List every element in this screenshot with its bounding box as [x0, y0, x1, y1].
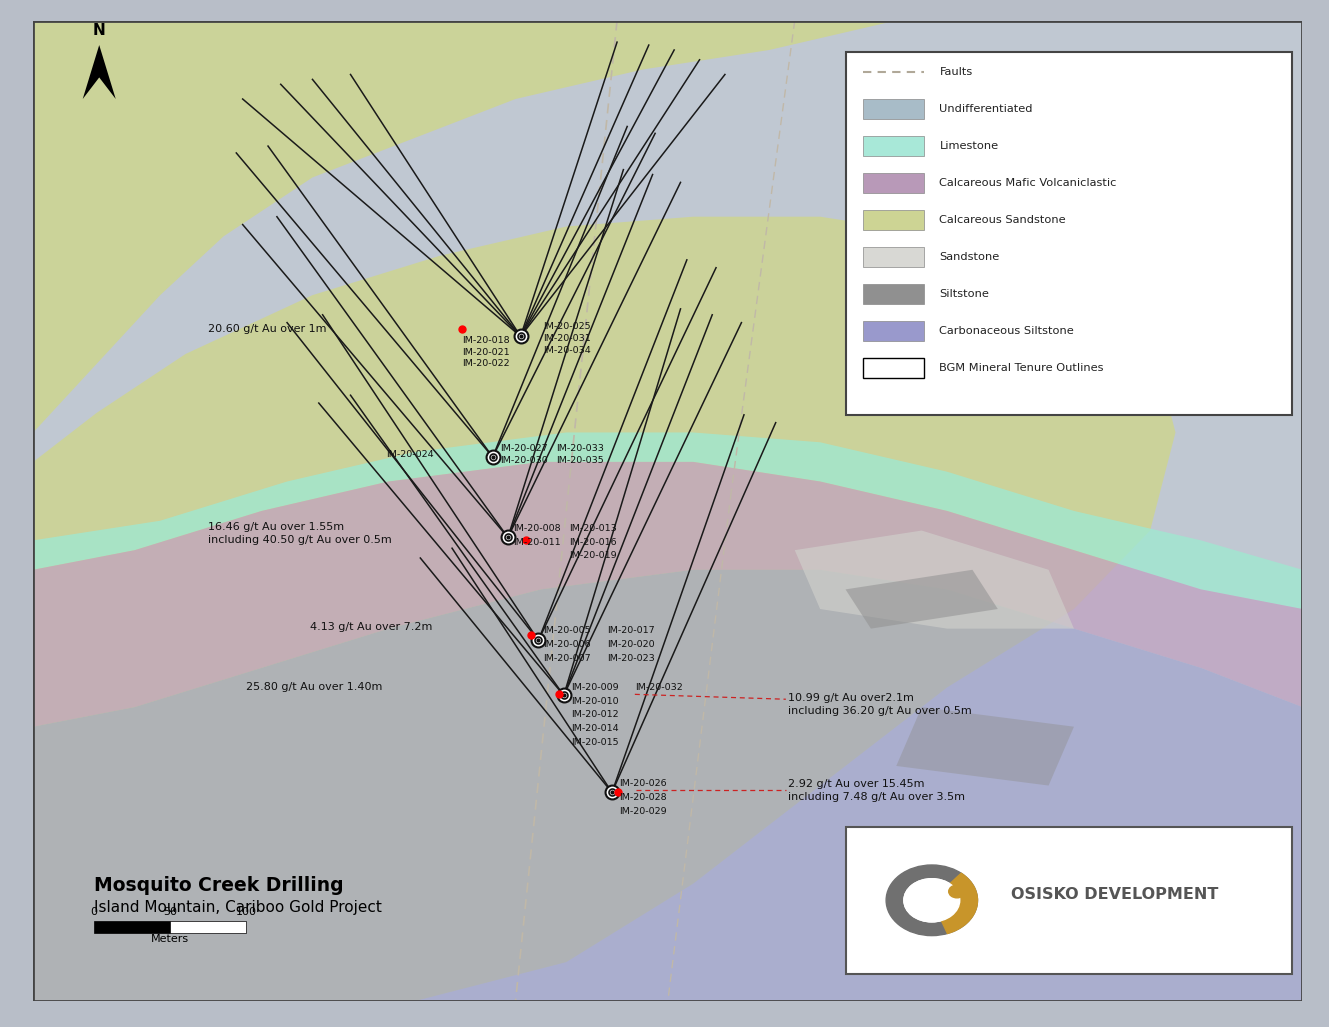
Text: 10.99 g/t Au over2.1m
including 36.20 g/t Au over 0.5m: 10.99 g/t Au over2.1m including 36.20 g/… [788, 692, 971, 716]
Text: 100: 100 [237, 907, 256, 917]
Text: IM-20-027: IM-20-027 [500, 444, 548, 453]
Text: 4.13 g/t Au over 7.2m: 4.13 g/t Au over 7.2m [310, 621, 432, 632]
Text: IM-20-014: IM-20-014 [571, 724, 619, 733]
Text: IM-20-017: IM-20-017 [607, 626, 654, 635]
Text: IM-20-030: IM-20-030 [500, 456, 548, 465]
Text: Meters: Meters [152, 935, 189, 945]
Text: IM-20-026: IM-20-026 [619, 779, 667, 788]
Text: IM-20-034: IM-20-034 [544, 345, 591, 354]
Text: 20.60 g/t Au over 1m: 20.60 g/t Au over 1m [209, 325, 327, 335]
Circle shape [904, 879, 960, 922]
Polygon shape [795, 531, 1074, 629]
Text: IM-20-007: IM-20-007 [544, 653, 591, 662]
Polygon shape [33, 21, 1302, 1001]
Text: IM-20-033: IM-20-033 [556, 444, 603, 453]
Bar [94, 921, 170, 933]
Text: IM-20-018: IM-20-018 [462, 336, 510, 345]
Text: Island Mountain, Cariboo Gold Project: Island Mountain, Cariboo Gold Project [94, 900, 381, 915]
Text: IM-20-028: IM-20-028 [619, 793, 667, 802]
Bar [170, 921, 246, 933]
Text: 2.92 g/t Au over 15.45m
including 7.48 g/t Au over 3.5m: 2.92 g/t Au over 15.45m including 7.48 g… [788, 778, 965, 802]
Bar [864, 358, 924, 378]
Text: Sandstone: Sandstone [940, 252, 999, 262]
Text: BGM Mineral Tenure Outlines: BGM Mineral Tenure Outlines [940, 363, 1104, 373]
Bar [864, 248, 924, 267]
Bar [864, 136, 924, 156]
Bar [864, 99, 924, 118]
Text: 0: 0 [90, 907, 97, 917]
Wedge shape [932, 873, 978, 934]
Text: 25.80 g/t Au over 1.40m: 25.80 g/t Au over 1.40m [246, 683, 383, 692]
Text: Limestone: Limestone [940, 141, 998, 151]
Text: IM-20-015: IM-20-015 [571, 737, 619, 747]
Text: IM-20-010: IM-20-010 [571, 696, 619, 706]
Polygon shape [896, 707, 1074, 786]
Text: OSISKO DEVELOPMENT: OSISKO DEVELOPMENT [1010, 887, 1217, 902]
Circle shape [886, 865, 978, 936]
Polygon shape [33, 570, 1302, 1001]
Text: 16.46 g/t Au over 1.55m
including 40.50 g/t Au over 0.5m: 16.46 g/t Au over 1.55m including 40.50 … [209, 522, 392, 545]
Text: IM-20-012: IM-20-012 [571, 711, 619, 720]
Text: IM-20-016: IM-20-016 [569, 538, 617, 546]
Text: IM-20-031: IM-20-031 [544, 334, 591, 343]
Polygon shape [82, 45, 116, 99]
Bar [864, 284, 924, 304]
Text: IM-20-022: IM-20-022 [462, 359, 510, 369]
Polygon shape [845, 570, 998, 629]
Text: IM-20-020: IM-20-020 [607, 640, 654, 649]
Text: IM-20-009: IM-20-009 [571, 683, 619, 692]
Polygon shape [33, 217, 1176, 1001]
Text: IM-20-006: IM-20-006 [544, 640, 591, 649]
Text: Calcareous Sandstone: Calcareous Sandstone [940, 215, 1066, 225]
Text: IM-20-019: IM-20-019 [569, 550, 617, 560]
Bar [845, 52, 1292, 415]
Text: Carbonaceous Siltstone: Carbonaceous Siltstone [940, 326, 1074, 336]
Polygon shape [33, 462, 1302, 727]
Text: IM-20-008: IM-20-008 [513, 524, 561, 533]
Text: IM-20-021: IM-20-021 [462, 347, 510, 356]
Bar [845, 827, 1292, 974]
Text: IM-20-029: IM-20-029 [619, 806, 667, 815]
Polygon shape [33, 21, 896, 432]
Text: IM-20-035: IM-20-035 [556, 456, 603, 465]
Text: IM-20-025: IM-20-025 [544, 322, 591, 331]
Text: IM-20-023: IM-20-023 [607, 653, 655, 662]
Circle shape [904, 879, 960, 922]
Text: Mosquito Creek Drilling: Mosquito Creek Drilling [94, 876, 344, 896]
Polygon shape [33, 432, 1302, 609]
Bar [864, 321, 924, 341]
Text: IM-20-011: IM-20-011 [513, 538, 561, 546]
Text: IM-20-032: IM-20-032 [635, 683, 683, 692]
Bar [864, 211, 924, 230]
Text: 50: 50 [163, 907, 177, 917]
Text: Faults: Faults [940, 67, 973, 77]
Text: IM-20-005: IM-20-005 [544, 626, 591, 635]
Text: Undifferentiated: Undifferentiated [940, 104, 1033, 114]
Text: IM-20-024: IM-20-024 [385, 450, 433, 458]
Text: N: N [93, 24, 105, 38]
Text: Siltstone: Siltstone [940, 289, 989, 299]
Circle shape [949, 885, 965, 898]
Bar [864, 173, 924, 193]
Text: Calcareous Mafic Volcaniclastic: Calcareous Mafic Volcaniclastic [940, 178, 1116, 188]
Text: IM-20-013: IM-20-013 [569, 524, 617, 533]
